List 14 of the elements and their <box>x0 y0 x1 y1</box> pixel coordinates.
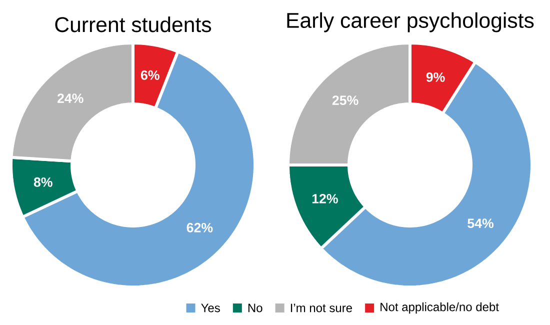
data-label: 6% <box>140 70 160 80</box>
data-label: 54% <box>468 218 494 228</box>
legend-label: No <box>248 304 262 312</box>
chart-title: Current students <box>55 16 212 32</box>
data-label: 12% <box>312 194 338 204</box>
data-label: 24% <box>57 94 84 104</box>
data-label: 62% <box>186 222 213 232</box>
data-label: 9% <box>426 72 445 82</box>
chart-title: Early career psychologists <box>287 12 534 32</box>
data-label: 8% <box>34 177 52 187</box>
legend-label: I’m not sure <box>290 304 352 312</box>
legend-label: Yes <box>201 304 220 312</box>
legend-label: Not applicable/no debt <box>380 302 499 314</box>
data-label: 25% <box>332 96 358 106</box>
